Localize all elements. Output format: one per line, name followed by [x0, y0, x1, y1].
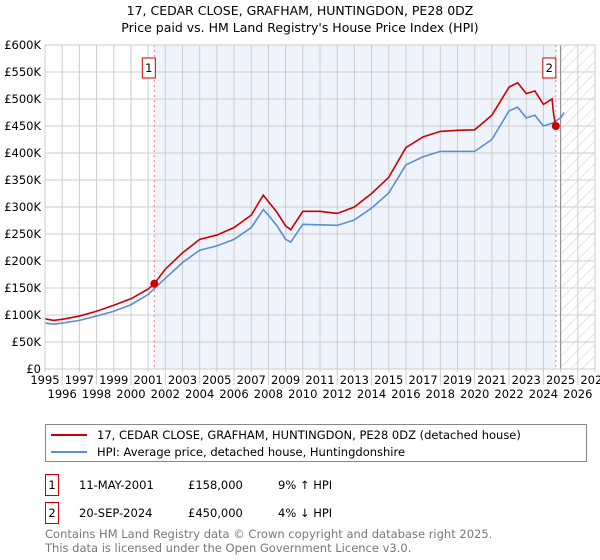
x-tick-label: 2020 [460, 387, 489, 401]
x-tick-label: 2017 [408, 373, 437, 387]
x-tick-label: 2022 [494, 387, 523, 401]
y-tick-label: £150K [4, 281, 41, 295]
transaction-number: 2 [45, 502, 59, 524]
y-tick-label: £250K [4, 227, 41, 241]
footer-licence: This data is licensed under the Open Gov… [45, 541, 412, 555]
legend-swatch-property [51, 433, 87, 436]
transaction-date: 20-SEP-2024 [79, 506, 153, 520]
y-tick-label: £300K [4, 200, 41, 214]
footer-copyright: Contains HM Land Registry data © Crown c… [45, 527, 493, 541]
transaction-hpi: 9% ↑ HPI [278, 478, 333, 492]
sale-marker-label: 1 [145, 61, 152, 75]
x-tick-label: 2009 [271, 373, 300, 387]
sale-marker-box [141, 57, 156, 79]
legend-item-property: 17, CEDAR CLOSE, GRAFHAM, HUNTINGDON, PE… [46, 426, 521, 443]
x-tick-label: 2027 [580, 373, 600, 387]
y-tick-label: £100K [4, 308, 41, 322]
x-tick-label: 2021 [477, 373, 506, 387]
transaction-hpi: 4% ↓ HPI [278, 506, 333, 520]
x-tick-label: 2006 [219, 387, 248, 401]
x-tick-label: 2005 [202, 373, 231, 387]
x-tick-label: 2015 [374, 373, 403, 387]
x-tick-label: 2011 [305, 373, 334, 387]
y-tick-label: £400K [4, 146, 41, 160]
y-tick-label: £550K [4, 65, 41, 79]
y-tick-label: £350K [4, 173, 41, 187]
y-tick-label: £500K [4, 92, 41, 106]
x-tick-label: 2007 [237, 373, 266, 387]
x-tick-label: 2013 [340, 373, 369, 387]
transaction-price: £450,000 [188, 506, 243, 520]
x-tick-label: 2018 [426, 387, 455, 401]
chart-subtitle: Price paid vs. HM Land Registry's House … [121, 20, 478, 35]
x-tick-label: 2024 [529, 387, 558, 401]
x-tick-label: 1998 [82, 387, 111, 401]
footer: Contains HM Land Registry data © Crown c… [45, 527, 492, 555]
y-tick-label: £0 [26, 362, 41, 376]
legend-label-hpi: HPI: Average price, detached house, Hunt… [97, 444, 406, 459]
x-tick-label: 2016 [391, 387, 420, 401]
plot-border [44, 44, 596, 370]
x-tick-label: 1999 [99, 373, 128, 387]
x-tick-label: 1997 [65, 373, 94, 387]
legend-swatch-hpi [51, 450, 87, 453]
x-tick-label: 2019 [443, 373, 472, 387]
x-tick-label: 2003 [168, 373, 197, 387]
sale-marker-label: 2 [546, 61, 553, 75]
x-tick-label: 2000 [116, 387, 145, 401]
x-tick-label: 2004 [185, 387, 214, 401]
x-tick-label: 2010 [288, 387, 317, 401]
x-tick-label: 2025 [546, 373, 575, 387]
x-tick-label: 2008 [254, 387, 283, 401]
y-tick-label: £600K [4, 38, 41, 52]
price-chart: 17, CEDAR CLOSE, GRAFHAM, HUNTINGDON, PE… [4, 3, 600, 401]
x-tick-label: 2012 [323, 387, 352, 401]
legend-label-property: 17, CEDAR CLOSE, GRAFHAM, HUNTINGDON, PE… [97, 427, 521, 442]
y-tick-label: £450K [4, 119, 41, 133]
property-price-line [44, 81, 557, 322]
transaction-number: 1 [45, 474, 59, 496]
x-tick-label: 2014 [357, 387, 386, 401]
y-tick-label: £50K [12, 335, 42, 349]
y-tick-label: £200K [4, 254, 41, 268]
x-tick-label: 2001 [133, 373, 162, 387]
legend-item-hpi: HPI: Average price, detached house, Hunt… [46, 443, 405, 460]
chart-title: 17, CEDAR CLOSE, GRAFHAM, HUNTINGDON, PE… [127, 3, 474, 18]
transaction-row: 2 20-SEP-2024 £450,000 4% ↓ HPI [45, 502, 585, 524]
transaction-price: £158,000 [188, 478, 243, 492]
x-tick-label: 2002 [151, 387, 180, 401]
sale-point [150, 279, 159, 288]
x-tick-label: 1996 [48, 387, 77, 401]
hpi-line [44, 106, 565, 325]
sale-point [551, 122, 560, 130]
sale-marker-box [542, 57, 557, 79]
x-tick-label: 2026 [563, 387, 592, 401]
transaction-row: 1 11-MAY-2001 £158,000 9% ↑ HPI [45, 474, 585, 496]
transaction-date: 11-MAY-2001 [79, 478, 154, 492]
x-tick-label: 2023 [512, 373, 541, 387]
x-tick-label: 1995 [30, 373, 59, 387]
legend: 17, CEDAR CLOSE, GRAFHAM, HUNTINGDON, PE… [45, 424, 587, 462]
